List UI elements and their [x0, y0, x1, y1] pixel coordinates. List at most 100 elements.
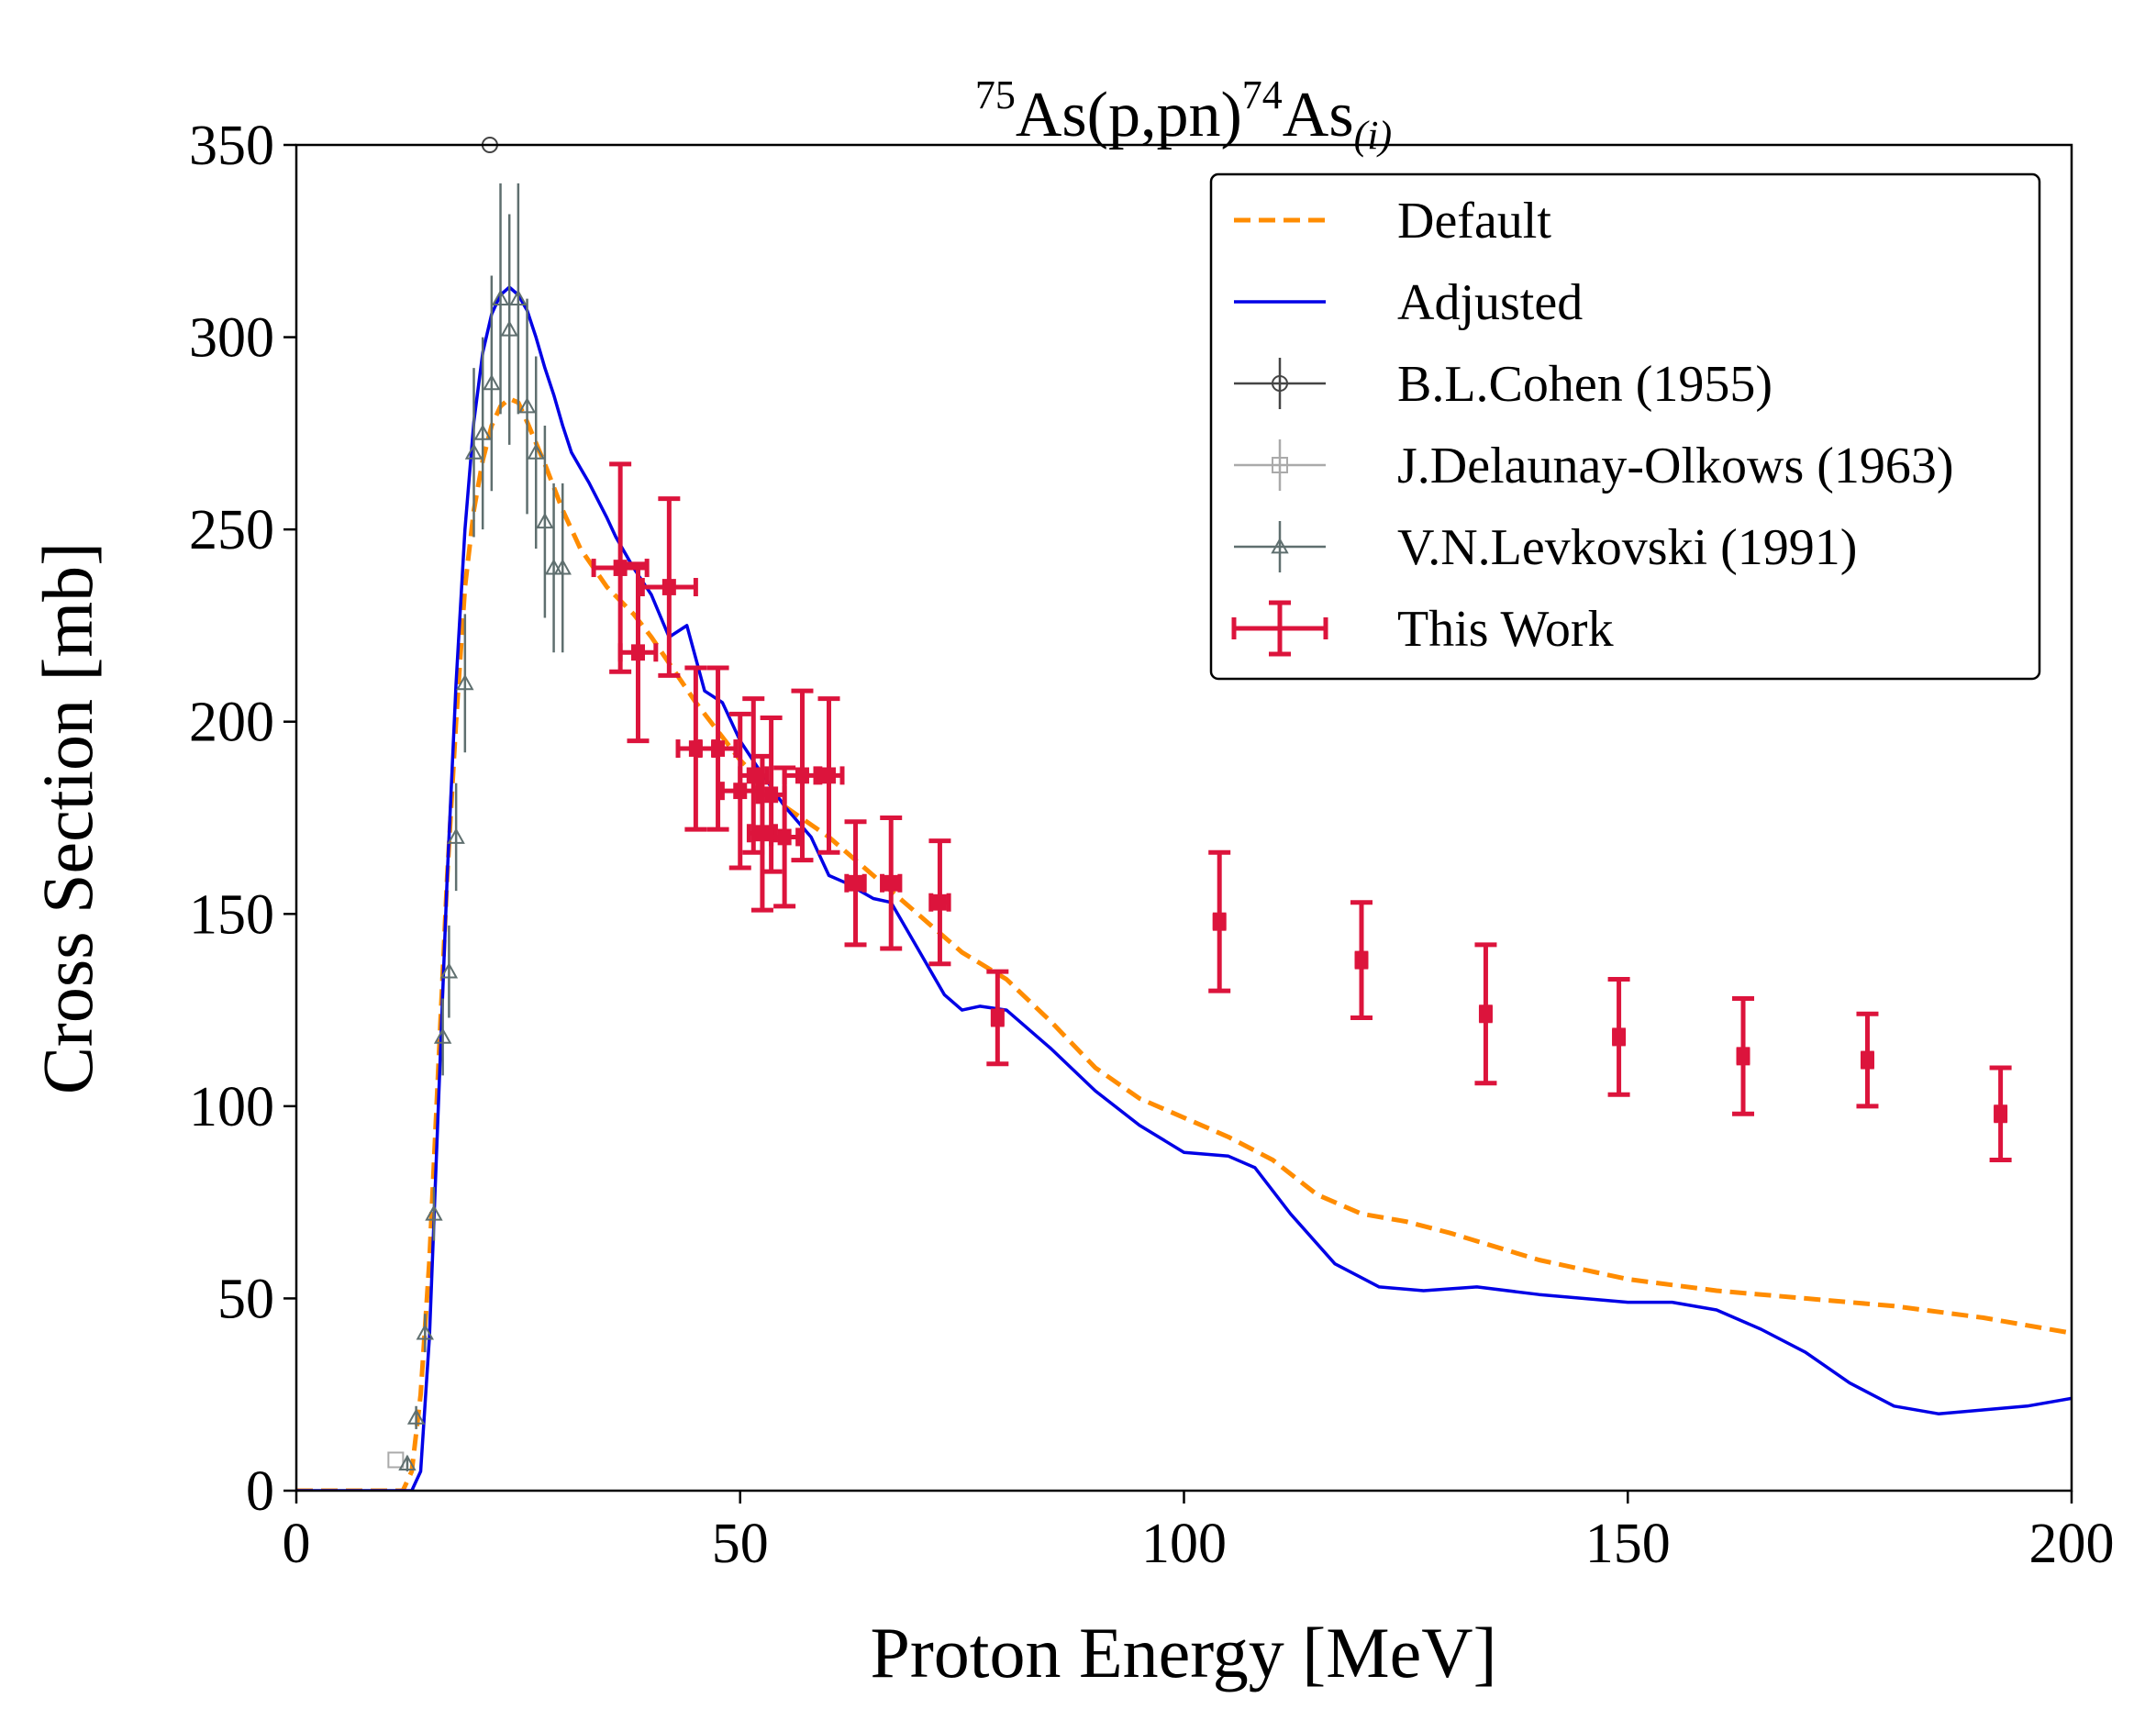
triangle-marker	[527, 443, 545, 460]
plot-area	[296, 183, 2072, 1491]
triangle-marker	[433, 1027, 452, 1044]
triangle-marker	[473, 424, 492, 440]
triangle-marker	[491, 289, 510, 306]
triangle-marker	[553, 558, 572, 575]
triangle-marker	[509, 289, 528, 306]
data-point	[425, 1186, 443, 1241]
data-point	[617, 561, 659, 744]
data-point	[433, 998, 452, 1076]
y-tick-label: 150	[189, 883, 274, 946]
square-marker	[764, 786, 779, 804]
legend-box	[1209, 172, 2041, 681]
x-tick-label: 200	[2029, 1513, 2115, 1575]
legend-item: B.L.Cohen (1955)	[1234, 356, 1773, 413]
data-point	[1607, 977, 1630, 1097]
data-point	[456, 614, 474, 753]
legend-label: This Work	[1397, 601, 1614, 658]
data-point	[844, 819, 867, 948]
title-target: As(p,pn)	[1016, 80, 1242, 150]
legend-label: Default	[1397, 193, 1551, 250]
experimental-points	[387, 183, 2012, 1472]
square-marker	[777, 828, 792, 846]
legend-item: J.Delaunay-Olkows (1963)	[1234, 438, 1954, 494]
title-mass-product: 74	[1242, 72, 1283, 117]
data-point	[483, 275, 501, 492]
legend-item: V.N.Levkovski (1991)	[1234, 519, 1857, 576]
triangle-marker	[544, 558, 563, 575]
square-marker	[1860, 1051, 1874, 1069]
x-axis-ticks: 0 50 100 150 200	[283, 1491, 2115, 1575]
legend-label: Adjusted	[1397, 274, 1583, 331]
data-point	[928, 838, 951, 967]
legend-label: J.Delaunay-Olkows (1963)	[1397, 438, 1954, 494]
square-marker	[661, 579, 676, 595]
x-axis-label: Proton Energy [MeV]	[870, 1613, 1496, 1692]
square-marker	[884, 874, 898, 892]
square-marker	[1994, 1105, 2008, 1123]
square-marker	[1478, 1005, 1493, 1023]
legend: Default Adjusted B.L.Cohen (1955) J.Delauna…	[1209, 172, 2041, 681]
triangle-marker	[456, 673, 474, 691]
square-marker	[746, 767, 761, 784]
data-point	[1208, 849, 1231, 993]
data-point	[1350, 900, 1373, 1020]
data-point	[527, 356, 545, 549]
y-axis-label: Cross Section [mb]	[28, 542, 107, 1094]
legend-item: Default	[1234, 193, 1551, 250]
triangle-marker	[447, 827, 465, 844]
triangle-marker	[425, 1204, 443, 1221]
data-point	[491, 183, 510, 415]
square-marker	[1272, 457, 1288, 473]
y-tick-label: 350	[189, 115, 274, 177]
data-point	[544, 483, 563, 653]
data-point	[416, 1314, 434, 1353]
square-marker	[630, 644, 645, 661]
triangle-marker	[398, 1454, 417, 1471]
y-tick-label: 50	[217, 1268, 274, 1330]
triangle-marker	[439, 962, 459, 979]
legend-label: V.N.Levkovski (1991)	[1397, 519, 1857, 576]
data-point	[553, 483, 572, 653]
legend-label: B.L.Cohen (1955)	[1397, 356, 1773, 413]
y-tick-label: 0	[246, 1460, 274, 1523]
title-product: As	[1283, 80, 1354, 150]
data-point	[517, 298, 537, 515]
square-marker	[1612, 1028, 1627, 1046]
data-point	[880, 816, 903, 951]
data-point	[500, 214, 518, 445]
y-axis-ticks: 0 50 100 150 200 250 300 350	[189, 115, 296, 1523]
square-marker	[755, 825, 770, 842]
data-point	[464, 368, 483, 538]
square-marker	[387, 1451, 405, 1469]
legend-item: Adjusted	[1234, 274, 1583, 331]
data-point	[509, 183, 528, 415]
square-marker	[849, 874, 863, 892]
legend-item: This Work	[1231, 600, 1614, 658]
data-point	[536, 425, 554, 618]
triangle-marker	[500, 320, 518, 337]
y-tick-label: 250	[189, 499, 274, 561]
square-marker	[822, 767, 836, 784]
square-marker	[733, 782, 748, 800]
data-point	[1474, 942, 1497, 1086]
title-subscript: (i)	[1354, 113, 1393, 158]
square-marker	[932, 893, 947, 911]
square-marker	[711, 740, 726, 757]
data-point	[406, 1405, 426, 1429]
data-point	[719, 711, 761, 871]
square-marker	[795, 767, 809, 784]
data-point	[813, 696, 845, 855]
data-point	[738, 696, 770, 855]
data-point	[447, 782, 465, 892]
triangle-marker	[517, 396, 537, 414]
triangle-marker	[406, 1408, 426, 1425]
x-tick-label: 0	[283, 1513, 311, 1575]
square-marker	[1736, 1048, 1750, 1065]
square-marker	[613, 560, 628, 576]
y-tick-label: 100	[189, 1076, 274, 1138]
y-tick-label: 300	[189, 307, 274, 370]
data-point	[1989, 1065, 2012, 1163]
x-tick-label: 100	[1141, 1513, 1227, 1575]
data-point	[473, 337, 492, 530]
data-point	[387, 1451, 405, 1469]
